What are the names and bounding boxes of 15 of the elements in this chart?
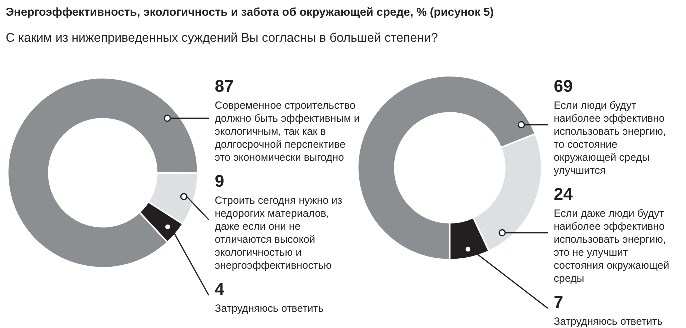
data-label: 7: [554, 293, 564, 312]
donut-slice: [7, 77, 199, 269]
slice-label: Если даже люди будут наиболее эффективно использовать энергию, это не улучшит состояния окружающей среды: [554, 208, 670, 285]
slice-label: Современное строительство должно быть эффективным и экологичным, так как в долгосрочной перспективе это экономически выгодно: [215, 100, 360, 164]
slice-label: Затрудняюсь ответить: [215, 303, 324, 315]
slice-label: Строить сегодня нужно из недорогих материалов, даже если они не отличаются высокой экологичностью и энергоэффективностью: [215, 195, 343, 272]
data-label: 9: [215, 172, 224, 191]
slice-label: Если люди будут наиболее эффективно использовать энергию, то состояние окружающей среды улучшится: [554, 100, 666, 177]
slice-label: Затрудняюсь ответить: [554, 316, 664, 328]
chart-subtitle: С каким из нижеприведенных суждений Вы согласны в большей степени?: [6, 31, 438, 45]
data-label: 69: [554, 77, 573, 96]
data-label: 24: [554, 185, 574, 204]
data-label: 87: [215, 77, 234, 96]
data-label: 4: [215, 280, 225, 299]
chart-title: Энергоэффективность, экологичность и забота об окружающей среде, % (рисунок 5): [6, 7, 494, 19]
